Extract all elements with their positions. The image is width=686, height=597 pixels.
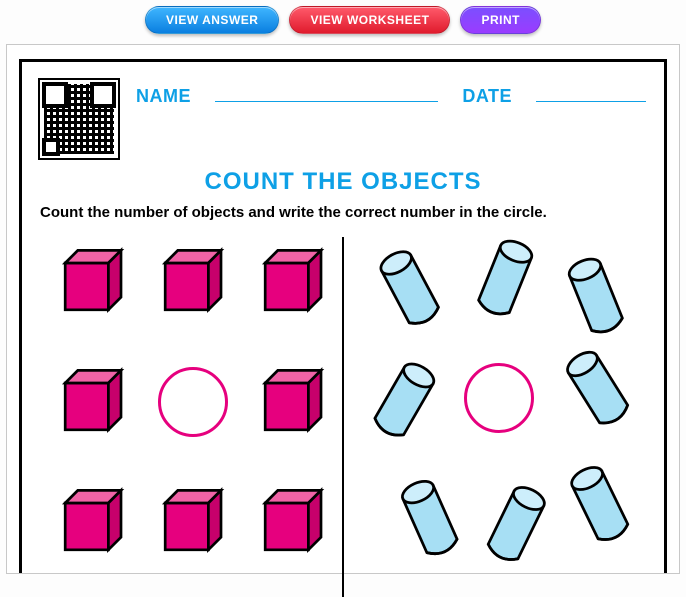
cube-icon <box>58 365 130 437</box>
cube-icon <box>158 245 230 317</box>
left-panel <box>40 237 342 597</box>
worksheet-title: COUNT THE OBJECTS <box>40 168 646 196</box>
view-answer-button[interactable]: VIEW ANSWER <box>145 6 279 34</box>
worksheet: NAME DATE COUNT THE OBJECTS Count the nu… <box>19 59 667 573</box>
cube-icon <box>58 485 130 557</box>
toolbar: VIEW ANSWER VIEW WORKSHEET PRINT <box>0 0 686 44</box>
qr-code-icon <box>40 80 118 158</box>
cube-icon <box>258 485 330 557</box>
cube-icon <box>58 245 130 317</box>
worksheet-instruction: Count the number of objects and write th… <box>40 204 646 221</box>
cube-icon <box>258 365 330 437</box>
print-button[interactable]: PRINT <box>460 6 541 34</box>
date-label: DATE <box>462 86 512 107</box>
name-input-line[interactable] <box>215 88 438 102</box>
date-input-line[interactable] <box>536 88 646 102</box>
name-label: NAME <box>136 86 191 107</box>
cylinder-icon <box>538 443 661 566</box>
answer-circle-left[interactable] <box>158 367 228 437</box>
view-worksheet-button[interactable]: VIEW WORKSHEET <box>289 6 450 34</box>
header-row: NAME DATE <box>40 80 646 158</box>
panels <box>40 237 646 597</box>
cube-icon <box>258 245 330 317</box>
right-panel <box>344 237 646 597</box>
cylinder-icon <box>535 326 662 453</box>
answer-circle-right[interactable] <box>464 363 534 433</box>
cylinder-icon <box>341 338 467 464</box>
fields: NAME DATE <box>136 80 646 107</box>
worksheet-container: NAME DATE COUNT THE OBJECTS Count the nu… <box>6 44 680 574</box>
cube-icon <box>158 485 230 557</box>
